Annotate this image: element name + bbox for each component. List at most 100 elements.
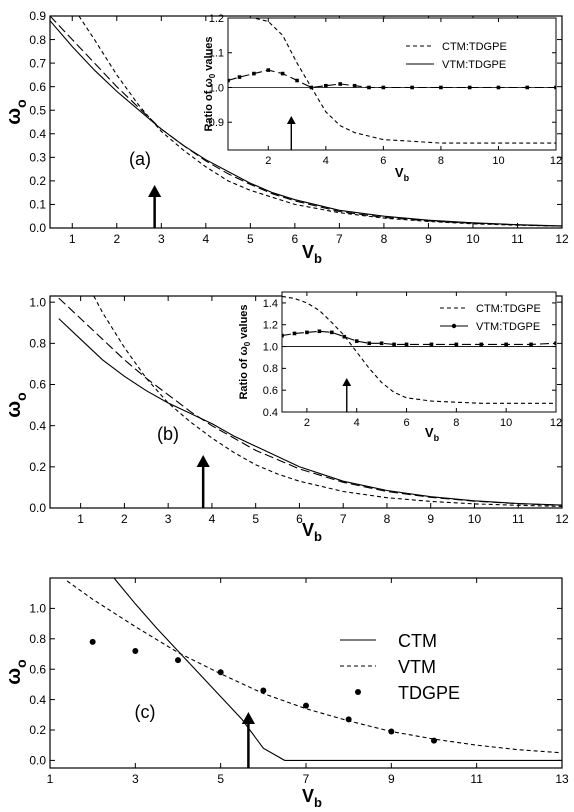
panel-b-axes: 1 2 3 4 5 6 7 8 9 10 11 120.00.20.40.60.81.0 <box>29 295 569 526</box>
panel-b-inset-legend-marker <box>451 323 457 329</box>
panel-b-inset-ytick-label: 1.4 <box>263 298 278 310</box>
panel-a-inset-series-1-marker <box>496 85 501 90</box>
panel-b-xtick-label: 11 <box>512 512 525 526</box>
panel-b-xtick-label: 12 <box>555 512 569 526</box>
panel-b-inset-series-1-marker <box>392 342 396 347</box>
panel-a-xtick-label: 3 <box>158 232 165 246</box>
panel-a-inset-xtick-label: 12 <box>550 155 562 167</box>
panel-a-inset-series-1-marker <box>309 85 314 90</box>
panel-b-xlabel: Vb <box>302 520 322 544</box>
panel-b-xtick-label: 5 <box>252 512 259 526</box>
panel-b-inset-axes: 2 4 6 8 10 12 0.4 0.6 0.8 1.0 1.2 1.4 <box>263 291 562 429</box>
panel-c-series-2-point <box>345 716 352 723</box>
panel-b-arrow-head <box>196 455 210 467</box>
panel-c-series-2-point <box>175 657 181 664</box>
panel-c-ytick-label: 0.8 <box>29 632 46 646</box>
panel-b-inset-xtick-label: 8 <box>453 417 459 429</box>
panel-b-xtick-label: 6 <box>296 512 303 526</box>
panel-c-series-group <box>66 578 562 761</box>
panel-c-series-2-point <box>217 669 224 676</box>
panel-b-inset-legend-label: CTM:TDGPE <box>476 303 541 315</box>
panel-b-xtick-label: 7 <box>340 512 347 526</box>
panel-a-inset-series-1-marker <box>295 78 299 83</box>
panel-b-inset-frame <box>281 291 557 413</box>
panel-b-inset-series-1-marker <box>292 331 297 336</box>
panel-a-inset-xtick-label: 8 <box>438 155 444 167</box>
panel-c-ytick-label: 0.2 <box>29 723 46 737</box>
panel-b-inset-series-1-marker <box>429 342 434 347</box>
panel-a-inset-series-1-marker <box>367 85 371 90</box>
panel-b-inset-xtick-label: 4 <box>354 417 360 429</box>
panel-b-inset-series-1-marker <box>330 330 334 335</box>
panel-c-xtick-label: 9 <box>388 772 395 786</box>
panel-a-label: (a) <box>129 149 151 169</box>
panel-c-series-0-line <box>113 578 562 761</box>
panel-a-inset-series-1-marker <box>266 68 271 72</box>
panel-b-ytick-label: 0.0 <box>29 501 46 515</box>
panel-a-inset-series-1-marker <box>525 85 530 90</box>
panel-b-inset-ytick-label: 0.4 <box>263 407 278 419</box>
panel-a-inset-axes: 2 4 6 8 10 12 0.9 1.0 1.1 1.2 <box>209 13 562 167</box>
panel-b-inset-series-1-marker <box>479 342 484 347</box>
panel-b-inset-series-1-marker <box>554 341 556 346</box>
panel-b-ytick-label: 0.8 <box>29 337 46 351</box>
panel-a-ytick-label: 0.6 <box>29 80 46 94</box>
panel-a-xtick-label: 11 <box>511 232 524 246</box>
panel-b-inset-xtick-label: 10 <box>500 417 512 429</box>
panel-a-inset-legend: CTM:TDGPE VTM:TDGPE <box>406 41 507 71</box>
panel-a-series-1-line <box>50 16 562 227</box>
panel-a-xtick-label: 6 <box>292 232 299 246</box>
panel-b-xtick-label: 4 <box>209 512 216 526</box>
panel-b-xtick-label: 1 <box>77 512 84 526</box>
panel-b-ytick-label: 1.0 <box>29 295 46 309</box>
panel-a-xlabel: Vb <box>302 242 322 266</box>
panel-b-inset-series-1-marker <box>305 330 309 335</box>
panel-a-inset-series-1-marker <box>439 85 443 90</box>
panel-b-ylabel: ωo <box>3 392 29 417</box>
panel-a-ytick-label: 0.4 <box>29 127 46 141</box>
panel-a-inset-ytick-label: 1.2 <box>209 13 224 25</box>
panel-a-inset-series-1-marker <box>352 83 357 88</box>
panel-b-xtick-label: 3 <box>165 512 172 526</box>
panel-c-series-2-point <box>388 728 395 735</box>
panel-b-inset-series-group <box>282 295 556 404</box>
panel-b-inset-series-1-marker <box>529 342 533 347</box>
panel-a-ylabel: ωo <box>3 99 29 124</box>
panel-a-inset-ytick-label: 1.0 <box>209 82 224 94</box>
panel-a-ytick-label: 0.2 <box>29 174 46 188</box>
panel-b-inset-xtick-label: 2 <box>304 417 310 429</box>
panel-c-ytick-label: 1.0 <box>29 602 46 616</box>
panel-a-inset-series-1-marker <box>338 82 343 86</box>
panel-c-xlabel: Vb <box>302 786 322 810</box>
panel-c-arrow-head <box>241 712 255 724</box>
panel-a-arrow-head <box>148 185 162 197</box>
panel-b-inset-bg <box>282 292 556 412</box>
panel-a-inset-series-1-marker <box>324 83 328 88</box>
panel-b-inset-ytick-label: 0.8 <box>263 363 278 375</box>
panel-a-ytick-label: 0.5 <box>29 103 46 117</box>
panel-a-ytick-label: 0.0 <box>29 221 46 235</box>
panel-b-ytick-label: 0.2 <box>29 460 46 474</box>
panel-a-inset-legend-label: CTM:TDGPE <box>442 41 507 53</box>
panel-a-xtick-label: 7 <box>336 232 343 246</box>
panel-c-xtick-label: 1 <box>47 772 54 786</box>
panel-b-inset-ylabel: Ratio of ω0 values <box>238 304 252 399</box>
panel-b-inset-ytick-label: 0.6 <box>263 385 278 397</box>
panel-a-inset-series-1-marker <box>554 85 556 90</box>
panel-c-series-2-point <box>132 647 139 654</box>
panel-b-xtick-label: 10 <box>468 512 482 526</box>
panel-c-xtick-label: 11 <box>470 772 483 786</box>
panel-a-frame <box>49 15 563 229</box>
panel-c-series-2-point <box>89 638 96 645</box>
panel-c-series-1-line <box>66 580 562 754</box>
panel-c-xtick-label: 13 <box>555 772 569 786</box>
panel-b-inset-series-0-line <box>282 295 556 404</box>
panel-a-ytick-label: 0.7 <box>29 56 46 70</box>
panel-a-xtick-label: 9 <box>425 232 432 246</box>
panel-a-inset-series-1-marker <box>280 71 285 76</box>
panel-a-inset-series-1-marker <box>410 85 414 90</box>
panel-b-inset-series-1-line <box>282 330 556 345</box>
panel-c-legend-label: VTM <box>398 657 436 677</box>
panel-c-ytick-label: 0.0 <box>29 754 46 768</box>
